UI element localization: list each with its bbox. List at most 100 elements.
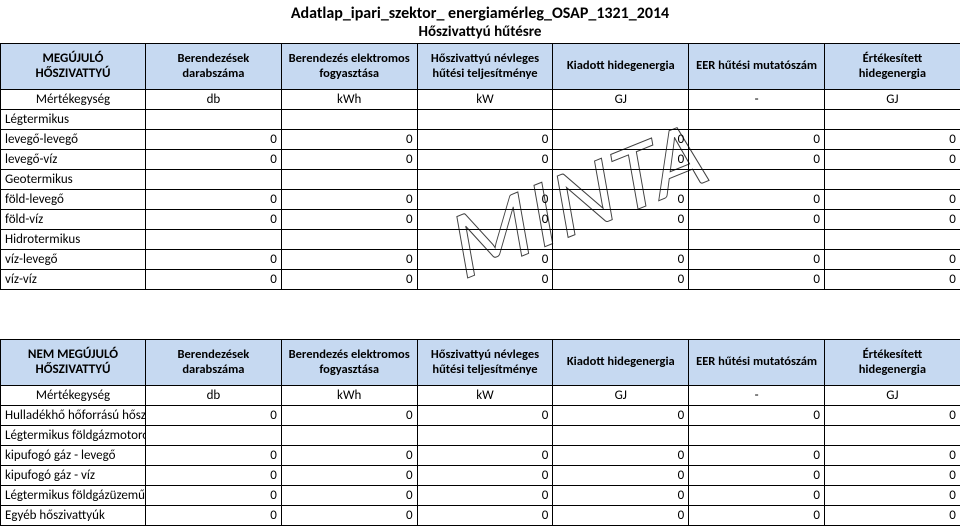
value-cell: 0: [824, 210, 960, 230]
value-cell: 0: [146, 506, 282, 526]
empty-cell: [553, 110, 689, 130]
table-row: Hidrotermikus: [1, 230, 960, 250]
value-cell: 0: [417, 210, 553, 230]
unit-cell: GJ: [553, 90, 689, 110]
row-label: Egyéb hőszivattyúk: [1, 506, 146, 526]
value-cell: 0: [553, 130, 689, 150]
row-label: föld-víz: [1, 210, 146, 230]
column-header: Berendezések darabszáma: [146, 340, 282, 386]
value-cell: 0: [281, 506, 417, 526]
empty-cell: [281, 230, 417, 250]
table-row: Geotermikus: [1, 170, 960, 190]
value-cell: 0: [417, 130, 553, 150]
table-row: levegő-víz000000: [1, 150, 960, 170]
empty-cell: [689, 230, 825, 250]
unit-cell: GJ: [824, 386, 960, 406]
empty-cell: [417, 230, 553, 250]
value-cell: 0: [824, 270, 960, 290]
value-cell: 0: [689, 466, 825, 486]
value-cell: 0: [689, 130, 825, 150]
unit-cell: GJ: [553, 386, 689, 406]
value-cell: 0: [824, 150, 960, 170]
column-header: Berendezés elektromos fogyasztása: [281, 44, 417, 90]
value-cell: 0: [553, 506, 689, 526]
table-row: levegő-levegő000000: [1, 130, 960, 150]
column-header: Hőszivattyú névleges hűtési teljesítmény…: [417, 340, 553, 386]
value-cell: 0: [824, 250, 960, 270]
empty-cell: [689, 170, 825, 190]
row-label: víz-levegő: [1, 250, 146, 270]
empty-cell: [281, 426, 417, 446]
unit-cell: kW: [417, 90, 553, 110]
empty-cell: [281, 110, 417, 130]
value-cell: 0: [146, 486, 282, 506]
value-cell: 0: [417, 446, 553, 466]
value-cell: 0: [824, 506, 960, 526]
column-header: EER hűtési mutatószám: [689, 44, 825, 90]
table-row: Légtermikus földgázüzemű000000: [1, 486, 960, 506]
unit-row-label: Mértékegység: [1, 386, 146, 406]
table-row: Hulladékhő hőforrású hőszivattyú000000: [1, 406, 960, 426]
value-cell: 0: [553, 486, 689, 506]
value-cell: 0: [146, 406, 282, 426]
value-cell: 0: [146, 130, 282, 150]
unit-cell: db: [146, 386, 282, 406]
value-cell: 0: [553, 210, 689, 230]
value-cell: 0: [281, 270, 417, 290]
value-cell: 0: [553, 406, 689, 426]
unit-cell: db: [146, 90, 282, 110]
unit-cell: kWh: [281, 90, 417, 110]
value-cell: 0: [146, 210, 282, 230]
row-label: Hulladékhő hőforrású hőszivattyú: [1, 406, 146, 426]
unit-cell: GJ: [824, 90, 960, 110]
value-cell: 0: [689, 446, 825, 466]
value-cell: 0: [689, 486, 825, 506]
value-cell: 0: [417, 190, 553, 210]
empty-cell: [824, 230, 960, 250]
value-cell: 0: [824, 406, 960, 426]
value-cell: 0: [281, 406, 417, 426]
value-cell: 0: [824, 486, 960, 506]
empty-cell: [553, 426, 689, 446]
empty-cell: [824, 426, 960, 446]
value-cell: 0: [553, 150, 689, 170]
value-cell: 0: [553, 250, 689, 270]
row-label: föld-levegő: [1, 190, 146, 210]
empty-cell: [146, 170, 282, 190]
empty-cell: [689, 110, 825, 130]
unit-cell: kWh: [281, 386, 417, 406]
value-cell: 0: [553, 270, 689, 290]
page-subtitle: Hőszivattyú hűtésre: [0, 23, 960, 43]
value-cell: 0: [281, 150, 417, 170]
value-cell: 0: [281, 446, 417, 466]
value-cell: 0: [689, 270, 825, 290]
empty-cell: [281, 170, 417, 190]
value-cell: 0: [824, 190, 960, 210]
column-header: Értékesített hidegenergia: [824, 340, 960, 386]
row-label: kipufogó gáz - levegő: [1, 446, 146, 466]
value-cell: 0: [281, 486, 417, 506]
value-cell: 0: [146, 190, 282, 210]
value-cell: 0: [281, 466, 417, 486]
empty-cell: [689, 426, 825, 446]
row-label: Légtermikus földgázmotoros: [1, 426, 146, 446]
value-cell: 0: [689, 190, 825, 210]
value-cell: 0: [146, 250, 282, 270]
value-cell: 0: [824, 466, 960, 486]
unit-row-label: Mértékegység: [1, 90, 146, 110]
table-row: víz-levegő000000: [1, 250, 960, 270]
value-cell: 0: [281, 250, 417, 270]
row-label: levegő-víz: [1, 150, 146, 170]
empty-cell: [417, 426, 553, 446]
page-title: Adatlap_ipari_szektor_ energiamérleg_OSA…: [0, 0, 960, 23]
column-header: Berendezések darabszáma: [146, 44, 282, 90]
value-cell: 0: [689, 210, 825, 230]
value-cell: 0: [281, 210, 417, 230]
column-header: EER hűtési mutatószám: [689, 340, 825, 386]
value-cell: 0: [417, 406, 553, 426]
table-row: Légtermikus földgázmotoros: [1, 426, 960, 446]
value-cell: 0: [689, 406, 825, 426]
value-cell: 0: [146, 150, 282, 170]
value-cell: 0: [553, 446, 689, 466]
table-row: Egyéb hőszivattyúk000000: [1, 506, 960, 526]
